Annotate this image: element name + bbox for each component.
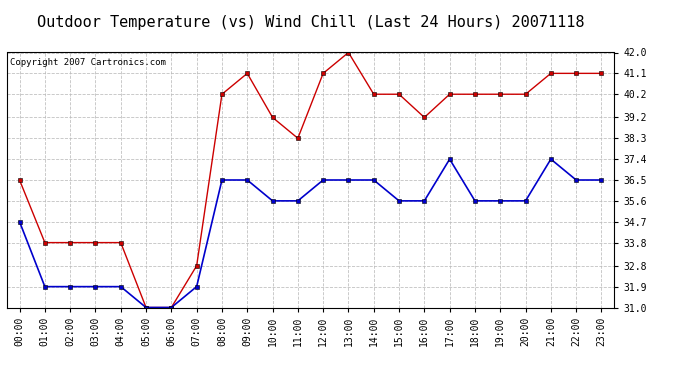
Text: Copyright 2007 Cartronics.com: Copyright 2007 Cartronics.com [10,58,166,67]
Text: Outdoor Temperature (vs) Wind Chill (Last 24 Hours) 20071118: Outdoor Temperature (vs) Wind Chill (Las… [37,15,584,30]
